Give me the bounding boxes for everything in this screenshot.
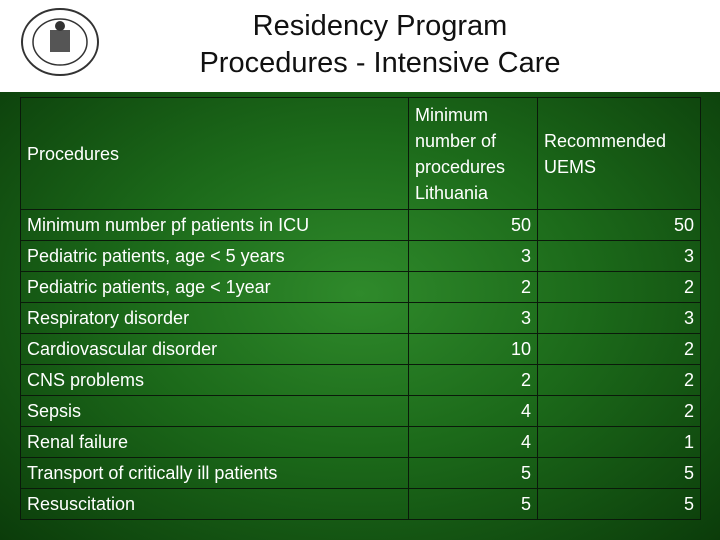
count-cell: 5 bbox=[537, 488, 701, 520]
count-cell: 2 bbox=[537, 364, 701, 396]
count-cell: 1 bbox=[537, 426, 701, 458]
table-row: Transport of critically ill patients 5 5 bbox=[20, 457, 701, 489]
header-text: Recommended UEMS bbox=[544, 130, 667, 177]
count-cell: 3 bbox=[408, 302, 538, 334]
header-cell: Minimum number of procedures Lithuania bbox=[408, 97, 538, 210]
count-cell: 10 bbox=[408, 333, 538, 365]
header-cell: Recommended UEMS bbox=[537, 97, 701, 210]
logo bbox=[21, 8, 99, 76]
count-cell: 5 bbox=[408, 488, 538, 520]
count-cell: 4 bbox=[408, 426, 538, 458]
count-cell: 3 bbox=[408, 240, 538, 272]
title-line: Procedures - Intensive Care bbox=[199, 47, 561, 79]
procedure-cell: Pediatric patients, age < 1year bbox=[20, 271, 409, 303]
count-cell: 50 bbox=[408, 209, 538, 241]
count-cell: 2 bbox=[408, 364, 538, 396]
title-line: Residency Program bbox=[252, 10, 508, 42]
procedure-cell: Sepsis bbox=[20, 395, 409, 427]
header-text: Procedures bbox=[27, 143, 120, 164]
table-row: Sepsis 4 2 bbox=[20, 395, 701, 427]
table-row: Pediatric patients, age < 5 years 3 3 bbox=[20, 240, 701, 272]
count-cell: 4 bbox=[408, 395, 538, 427]
table-body: Procedures Minimum number of procedures … bbox=[20, 97, 701, 520]
header-band bbox=[0, 0, 720, 92]
procedure-cell: Pediatric patients, age < 5 years bbox=[20, 240, 409, 272]
procedure-cell: Cardiovascular disorder bbox=[20, 333, 409, 365]
header-text: Minimum number of procedures Lithuania bbox=[415, 104, 506, 203]
count-cell: 3 bbox=[537, 302, 701, 334]
table-row: Minimum number pf patients in ICU 50 50 bbox=[20, 209, 701, 241]
procedure-cell: Minimum number pf patients in ICU bbox=[20, 209, 409, 241]
header-cell: Procedures bbox=[20, 97, 409, 210]
table-row: Renal failure 4 1 bbox=[20, 426, 701, 458]
procedure-cell: Renal failure bbox=[20, 426, 409, 458]
header-row: Procedures Minimum number of procedures … bbox=[20, 97, 701, 210]
count-cell: 2 bbox=[537, 395, 701, 427]
procedure-cell: CNS problems bbox=[20, 364, 409, 396]
table-row: Respiratory disorder 3 3 bbox=[20, 302, 701, 334]
table-row: Pediatric patients, age < 1year 2 2 bbox=[20, 271, 701, 303]
count-cell: 2 bbox=[537, 333, 701, 365]
count-cell: 50 bbox=[537, 209, 701, 241]
table-row: CNS problems 2 2 bbox=[20, 364, 701, 396]
count-cell: 2 bbox=[537, 271, 701, 303]
table-row: Resuscitation 5 5 bbox=[20, 488, 701, 520]
procedure-cell: Respiratory disorder bbox=[20, 302, 409, 334]
count-cell: 3 bbox=[537, 240, 701, 272]
count-cell: 5 bbox=[537, 457, 701, 489]
procedure-cell: Transport of critically ill patients bbox=[20, 457, 409, 489]
title: Residency Program Procedures - Intensive… bbox=[110, 8, 650, 82]
procedures-table: Procedures Minimum number of procedures … bbox=[20, 97, 701, 520]
procedure-cell: Resuscitation bbox=[20, 488, 409, 520]
count-cell: 5 bbox=[408, 457, 538, 489]
table-row: Cardiovascular disorder 10 2 bbox=[20, 333, 701, 365]
count-cell: 2 bbox=[408, 271, 538, 303]
